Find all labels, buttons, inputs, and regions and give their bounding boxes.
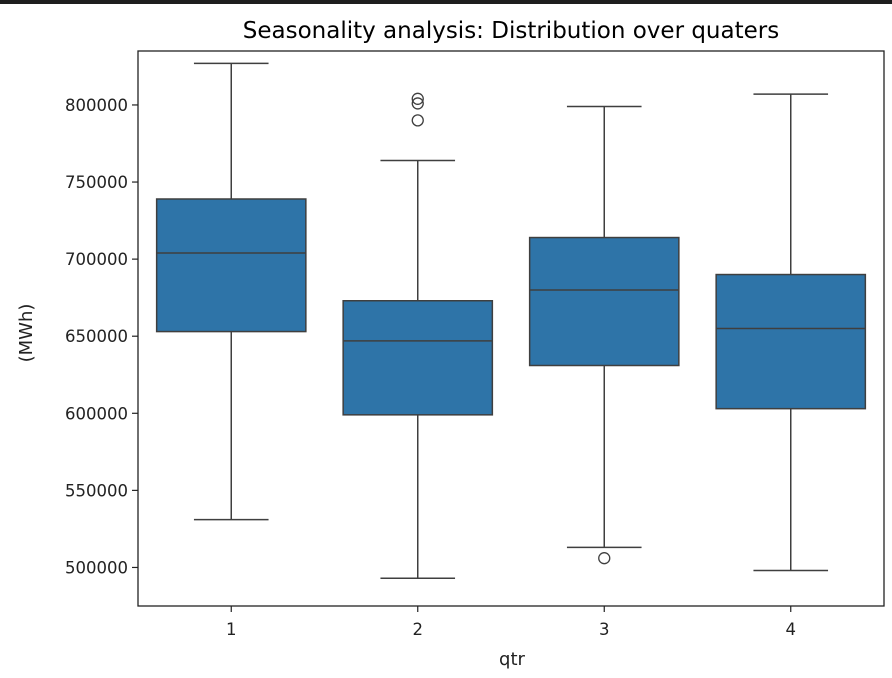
chart-title: Seasonality analysis: Distribution over …: [243, 18, 779, 44]
x-tick-label: 1: [226, 620, 237, 639]
y-tick-label: 550000: [65, 481, 128, 500]
y-tick-label: 600000: [65, 404, 128, 423]
box-q4: [715, 273, 867, 410]
outlier-point: [411, 92, 424, 105]
y-tick-label: 700000: [65, 250, 128, 269]
box-q2: [342, 300, 494, 416]
y-tick-label: 500000: [65, 558, 128, 577]
y-tick-label: 800000: [65, 96, 128, 115]
x-tick-label: 4: [786, 620, 797, 639]
box-q1: [155, 198, 307, 333]
x-tick-label: 2: [413, 620, 424, 639]
window-top-bar: [0, 0, 892, 4]
box-q3: [528, 236, 680, 367]
x-axis-label: qtr: [499, 649, 525, 670]
y-tick-label: 650000: [65, 327, 128, 346]
plot-area: [155, 62, 867, 579]
outlier-point: [411, 97, 424, 110]
y-axis-label: (MWh): [16, 304, 37, 363]
plot-frame: [137, 50, 885, 607]
outlier-point: [411, 114, 424, 127]
x-tick-label: 3: [599, 620, 610, 639]
y-tick-label: 750000: [65, 173, 128, 192]
outlier-point: [598, 552, 611, 565]
